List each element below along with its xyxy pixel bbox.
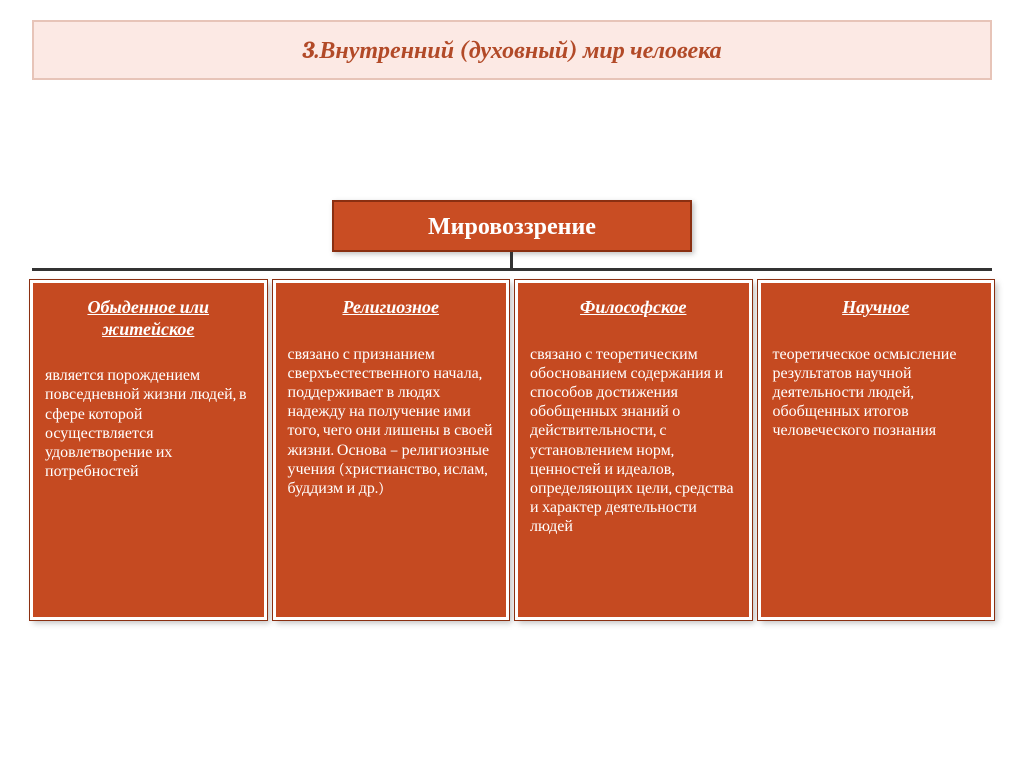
card-title: Религиозное: [288, 297, 495, 319]
card-title: Обыденное или житейское: [45, 297, 252, 340]
card-body: связано с признанием сверхъестественного…: [288, 345, 495, 499]
card-nauchnoe: Научное теоретическое осмысление результа…: [758, 280, 995, 620]
subtitle-box: Мировоззрение: [332, 200, 692, 252]
card-religioznoe: Религиозное связано с признанием сверхъес…: [273, 280, 510, 620]
card-title: Научное: [773, 297, 980, 319]
slide-title-text: 3.Внутренний (духовный) мир человека: [302, 36, 721, 65]
card-body: теоретическое осмысление результатов нау…: [773, 345, 980, 441]
subtitle-text: Мировоззрение: [428, 212, 596, 241]
cards-row: Обыденное или житейское является порожден…: [30, 280, 994, 620]
connector-horizontal: [32, 268, 992, 271]
card-filosofskoe: Философское связано с теоретическим обосн…: [515, 280, 752, 620]
card-body: связано с теоретическим обоснованием сод…: [530, 345, 737, 537]
connector-vertical: [510, 252, 513, 268]
card-obydennoe: Обыденное или житейское является порожден…: [30, 280, 267, 620]
slide: 3.Внутренний (духовный) мир человека Мир…: [0, 0, 1024, 767]
slide-title: 3.Внутренний (духовный) мир человека: [32, 20, 992, 80]
card-body: является порождением повседневной жизни …: [45, 366, 252, 481]
card-title: Философское: [530, 297, 737, 319]
